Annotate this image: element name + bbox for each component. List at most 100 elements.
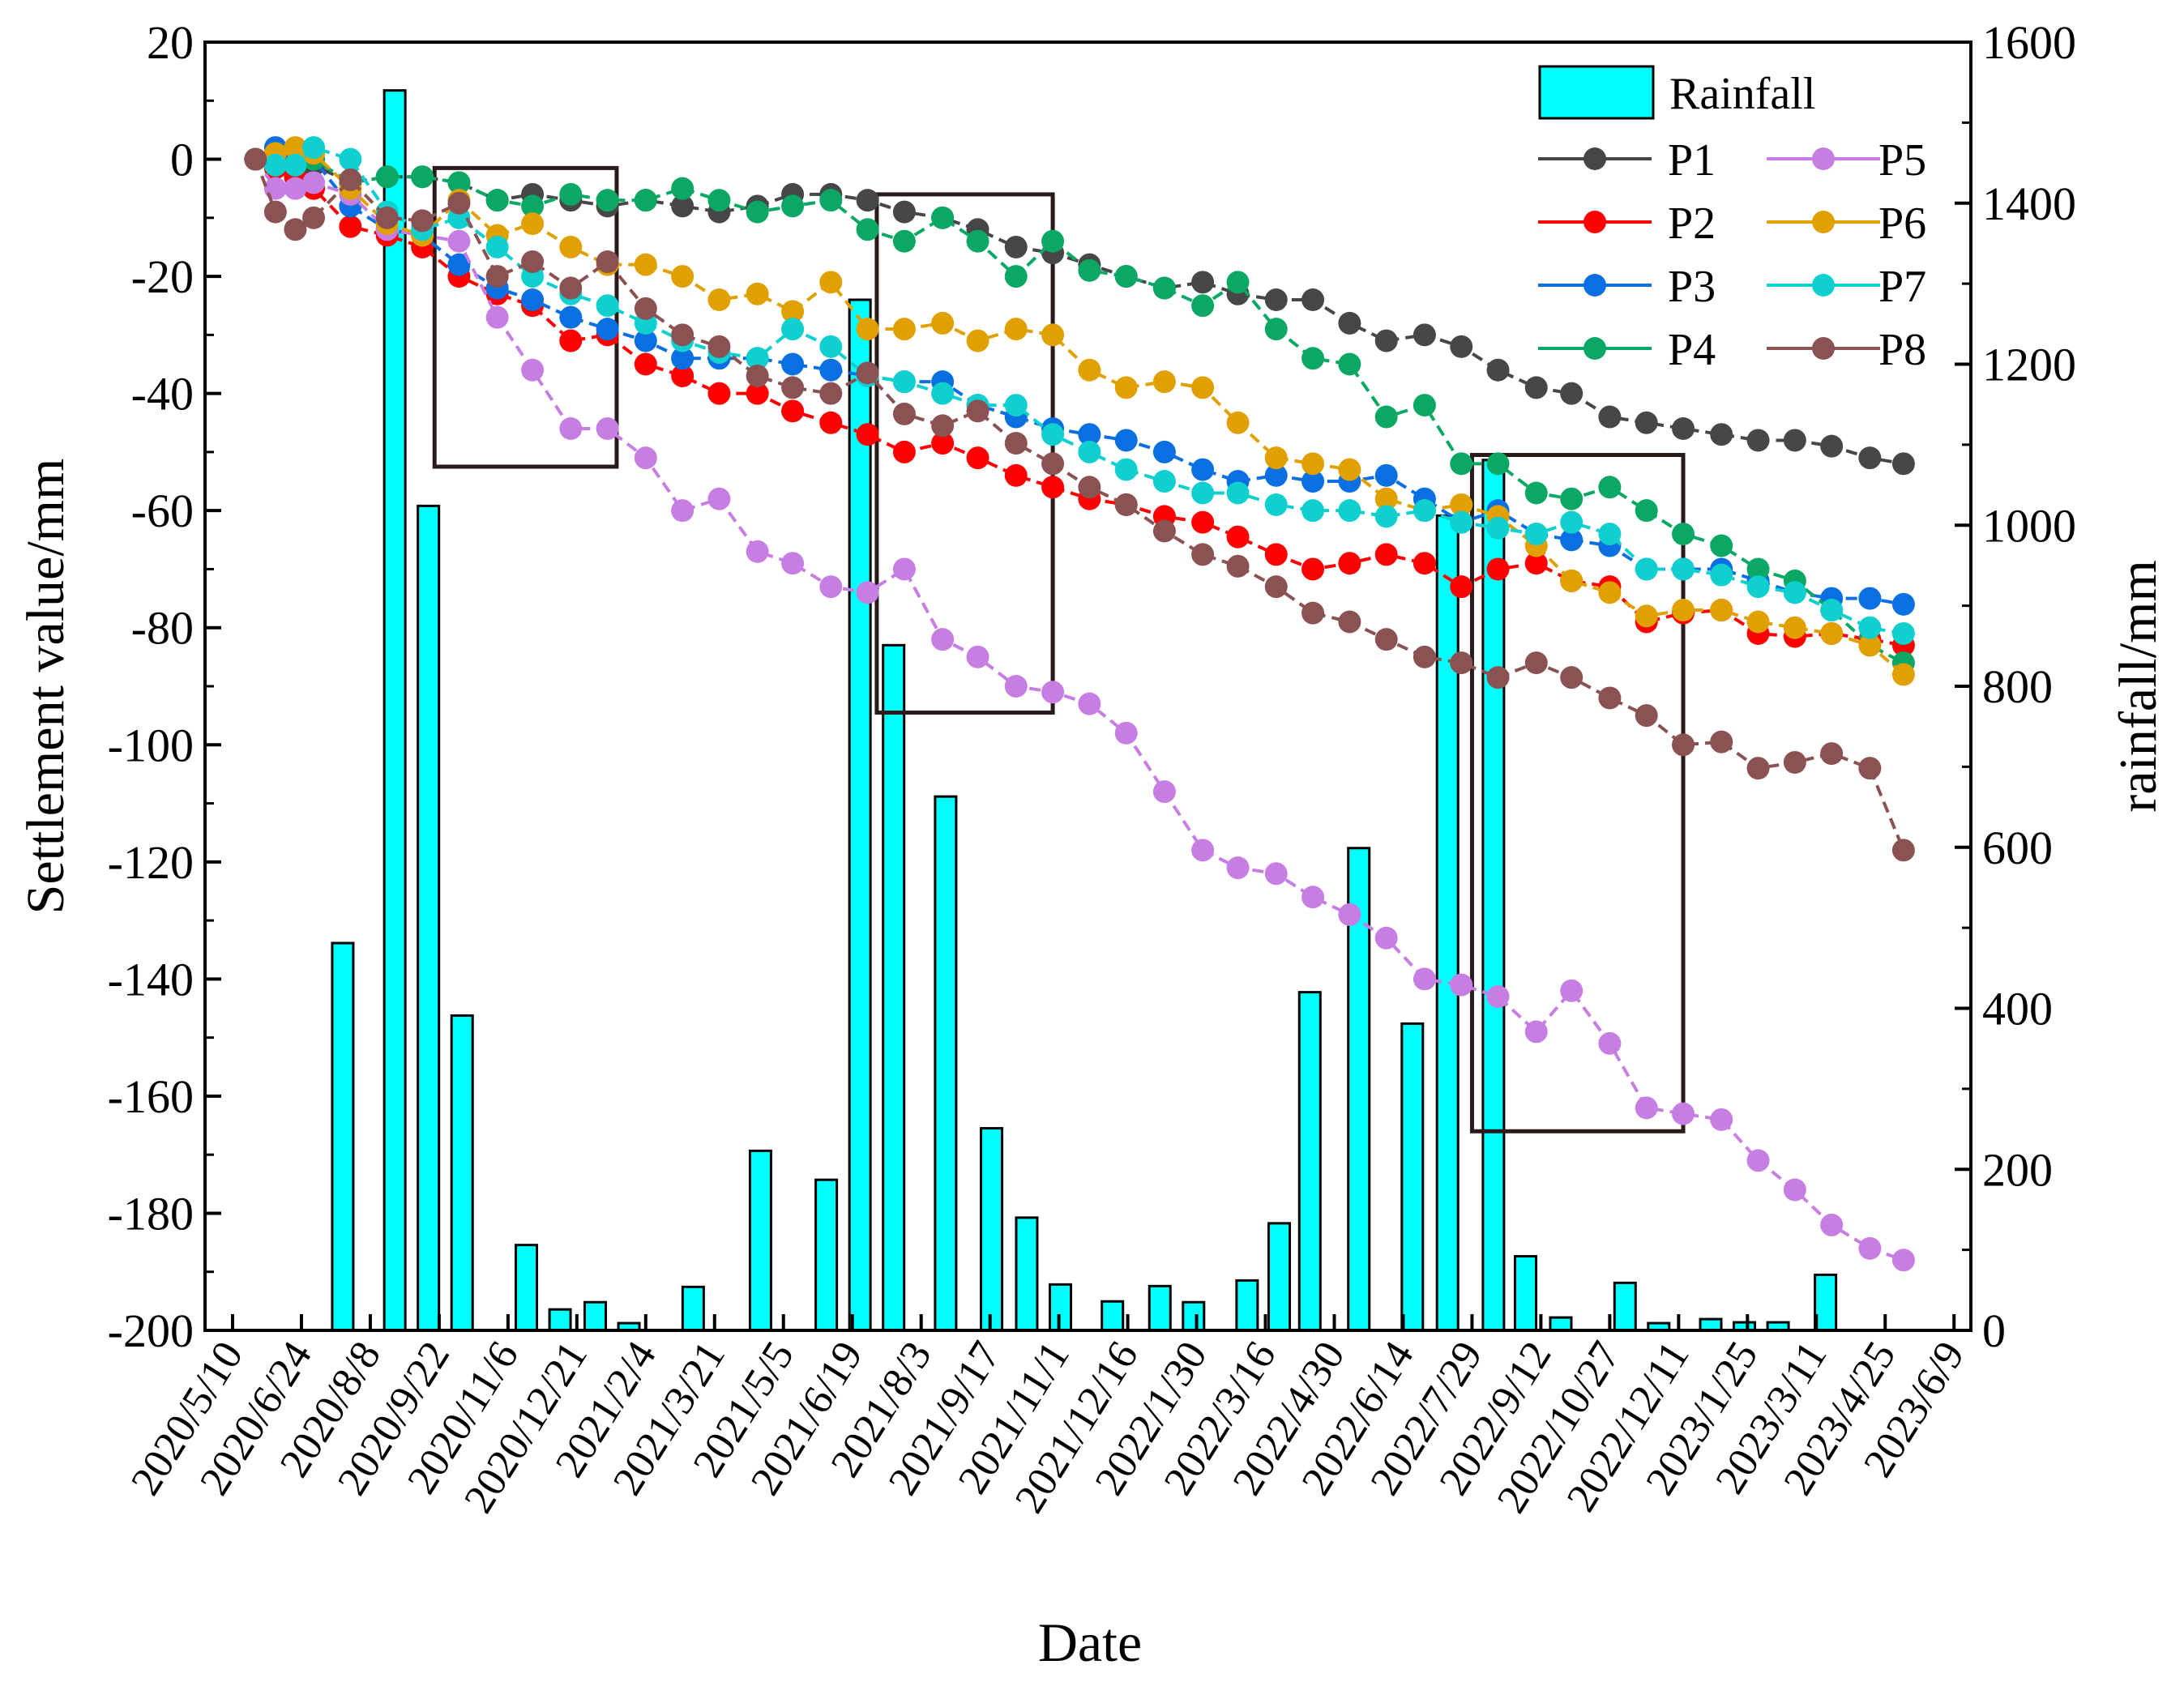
data-point bbox=[1413, 323, 1436, 347]
data-point bbox=[1635, 411, 1658, 434]
data-point bbox=[634, 329, 657, 352]
data-point bbox=[819, 271, 843, 294]
data-point bbox=[1374, 329, 1398, 352]
data-point bbox=[931, 432, 955, 455]
data-point bbox=[781, 194, 805, 218]
y-right-tick-label: 600 bbox=[1982, 822, 2053, 874]
data-point bbox=[1635, 499, 1658, 523]
data-point bbox=[892, 200, 916, 224]
data-point bbox=[1004, 235, 1028, 258]
data-point bbox=[447, 253, 471, 276]
data-point bbox=[856, 218, 879, 241]
data-point bbox=[856, 581, 879, 604]
data-point bbox=[1374, 487, 1398, 510]
data-point bbox=[931, 206, 955, 229]
data-point bbox=[634, 297, 657, 320]
y-left-tick-label: -160 bbox=[108, 1070, 194, 1123]
data-point bbox=[1152, 370, 1176, 394]
data-point bbox=[1783, 616, 1806, 639]
data-point bbox=[1301, 452, 1325, 476]
data-point bbox=[244, 147, 267, 171]
series-line bbox=[254, 157, 1904, 647]
data-point bbox=[559, 276, 583, 300]
data-point bbox=[411, 209, 434, 233]
data-point bbox=[781, 318, 805, 341]
data-point bbox=[263, 200, 287, 224]
data-point bbox=[1264, 446, 1288, 470]
data-point bbox=[521, 212, 545, 236]
data-point bbox=[707, 189, 731, 212]
data-point bbox=[1891, 839, 1915, 862]
data-point bbox=[1746, 610, 1770, 634]
data-point bbox=[892, 318, 916, 341]
data-point bbox=[1746, 429, 1770, 452]
data-point bbox=[746, 347, 769, 370]
rainfall-bar bbox=[1297, 991, 1322, 1332]
legend: Rainfall P1 P5 P2 P6 P3 P7 P4 P8 bbox=[1538, 65, 1926, 375]
data-point bbox=[1710, 563, 1733, 587]
data-point bbox=[1191, 839, 1215, 862]
legend-marker bbox=[1584, 147, 1606, 170]
legend-rainfall-swatch bbox=[1538, 65, 1655, 120]
data-point bbox=[931, 628, 955, 651]
highlight-box bbox=[432, 165, 619, 469]
rainfall-bar bbox=[1101, 1300, 1125, 1332]
rainfall-bar bbox=[1814, 1273, 1838, 1332]
data-point bbox=[856, 423, 879, 446]
data-point bbox=[485, 235, 509, 258]
data-point bbox=[819, 358, 843, 382]
rainfall-bar bbox=[1481, 459, 1506, 1332]
data-point bbox=[1450, 510, 1473, 534]
data-point bbox=[1114, 265, 1138, 288]
data-point bbox=[819, 189, 843, 212]
data-point bbox=[1672, 599, 1695, 622]
data-point bbox=[1413, 645, 1436, 668]
data-point bbox=[892, 557, 916, 581]
data-point bbox=[1858, 1236, 1882, 1260]
data-point bbox=[707, 288, 731, 311]
data-point bbox=[447, 229, 471, 253]
data-point bbox=[1710, 730, 1733, 753]
data-point bbox=[1374, 926, 1398, 950]
data-point bbox=[1114, 493, 1138, 516]
rainfall-bar bbox=[814, 1178, 839, 1332]
settlement-series bbox=[244, 136, 1915, 1272]
rainfall-bar bbox=[331, 941, 355, 1332]
y-axis-left-title: Settlement value/mm bbox=[16, 459, 75, 915]
rainfall-bar bbox=[1514, 1255, 1538, 1332]
data-point bbox=[1598, 405, 1622, 429]
data-point bbox=[1560, 528, 1584, 552]
x-axis-title: Date bbox=[1038, 1612, 1142, 1673]
data-point bbox=[1041, 229, 1065, 253]
data-point bbox=[1004, 463, 1028, 487]
data-point bbox=[781, 376, 805, 399]
data-point bbox=[284, 136, 307, 160]
data-point bbox=[1598, 686, 1622, 710]
data-point bbox=[1191, 458, 1215, 481]
data-point bbox=[707, 487, 731, 510]
data-point bbox=[1041, 452, 1065, 476]
data-point bbox=[1486, 358, 1510, 382]
data-point bbox=[1191, 510, 1215, 534]
data-point bbox=[1891, 1249, 1915, 1272]
data-point bbox=[1672, 523, 1695, 546]
data-point bbox=[1450, 335, 1473, 358]
data-point bbox=[819, 411, 843, 434]
data-point bbox=[521, 358, 545, 382]
data-point bbox=[1114, 376, 1138, 399]
data-point bbox=[892, 229, 916, 253]
rainfall-bar bbox=[1435, 514, 1460, 1332]
data-point bbox=[1338, 903, 1361, 926]
data-point bbox=[892, 440, 916, 463]
legend-label: P4 bbox=[1668, 325, 1716, 375]
data-point bbox=[1301, 288, 1325, 311]
data-point bbox=[1226, 525, 1250, 549]
y-right-tick-label: 800 bbox=[1982, 660, 2053, 713]
data-point bbox=[1078, 423, 1101, 446]
data-point bbox=[1710, 423, 1733, 446]
rainfall-bar bbox=[1267, 1222, 1292, 1332]
data-point bbox=[596, 318, 619, 341]
data-point bbox=[1820, 621, 1844, 645]
data-point bbox=[1078, 358, 1101, 382]
data-point bbox=[1264, 575, 1288, 599]
